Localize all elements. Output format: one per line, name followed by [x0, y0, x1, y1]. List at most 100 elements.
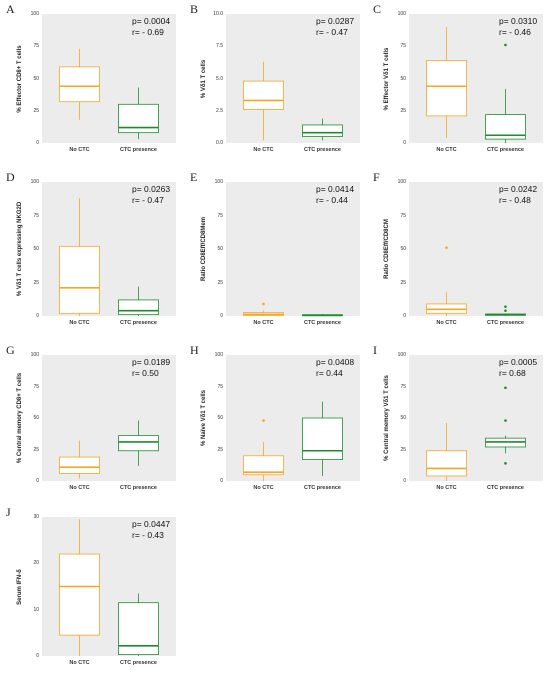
y-tick-label: 25: [217, 279, 223, 286]
y-tick-label: 0: [220, 478, 223, 484]
box-no-ctc: [59, 245, 100, 314]
y-tick-label: 25: [400, 446, 406, 453]
y-tick-label: 75: [400, 383, 406, 390]
y-tick-label: 100: [30, 179, 39, 185]
box-ctc-presence: [118, 299, 159, 316]
r-value: r= 0.50: [132, 367, 159, 378]
panel-letter: F: [373, 170, 380, 184]
stats-annotation: p= 0.0005 r= 0.68: [499, 357, 537, 378]
plot-area-e: [226, 182, 360, 317]
plot-area-f: [409, 182, 543, 316]
p-value: p= 0.0189: [132, 357, 171, 367]
r-value: r= 0.44: [316, 367, 343, 378]
x-tick-label: CTC presence: [119, 660, 157, 666]
outlier-point-no-ctc: [262, 302, 265, 306]
y-tick-label: 25: [400, 279, 406, 286]
p-value: p= 0.0408: [316, 357, 355, 367]
panel-letter: G: [6, 343, 15, 357]
plot-area-a: [42, 14, 176, 143]
x-tick-label: No CTC: [436, 147, 457, 153]
stats-annotation: p= 0.0310 r= - 0.46: [499, 16, 537, 37]
stats-annotation: p= 0.0263 r= - 0.47: [132, 184, 170, 205]
box-ctc-presence: [302, 124, 343, 137]
x-tick-label: CTC presence: [303, 485, 341, 491]
panel-letter: J: [6, 505, 11, 519]
y-tick-label: 25: [33, 107, 39, 114]
y-tick-label: 2.5: [216, 107, 223, 114]
y-tick-label: 100: [214, 179, 223, 185]
y-tick-label: 0: [403, 140, 406, 146]
y-axis-label: Serum IFN-δ: [17, 568, 23, 605]
x-tick-label: CTC presence: [119, 147, 157, 153]
box-no-ctc: [243, 455, 284, 476]
x-tick-label: No CTC: [253, 147, 274, 153]
plot-area-h: [226, 355, 360, 481]
outlier-point-ctc-presence: [504, 43, 507, 47]
x-tick-label: No CTC: [436, 320, 457, 326]
y-tick-label: 75: [400, 43, 406, 50]
y-tick-label: 100: [30, 352, 39, 358]
y-tick-label: 25: [33, 279, 39, 286]
x-tick-label: No CTC: [69, 660, 90, 666]
y-tick-label: 100: [397, 352, 406, 358]
y-tick-label: 75: [400, 212, 406, 219]
r-value: r= - 0.48: [499, 194, 531, 205]
plot-area-d: [42, 182, 176, 316]
outlier-point-ctc-presence: [504, 419, 507, 422]
y-tick-label: 100: [30, 11, 39, 17]
stats-annotation: p= 0.0408 r= 0.44: [316, 357, 354, 378]
r-value: r= - 0.47: [316, 26, 348, 37]
y-tick-label: 75: [33, 43, 39, 50]
box-ctc-presence: [118, 435, 159, 452]
p-value: p= 0.0263: [132, 184, 171, 194]
plot-area-j: [42, 517, 176, 656]
y-tick-label: 25: [217, 446, 223, 453]
panel-letter: A: [6, 2, 15, 16]
y-tick-label: 100: [397, 179, 406, 185]
x-tick-label: No CTC: [69, 320, 90, 326]
y-tick-label: 25: [400, 107, 406, 114]
y-tick-label: 75: [33, 383, 39, 390]
y-tick-label: 50: [33, 246, 39, 252]
box-no-ctc: [59, 456, 100, 474]
plot-background: [226, 14, 360, 143]
stats-annotation: p= 0.0447 r= - 0.43: [132, 519, 170, 540]
x-tick-label: CTC presence: [119, 320, 157, 326]
y-tick-label: 50: [217, 415, 223, 421]
y-tick-label: 0: [36, 478, 39, 484]
x-tick-label: No CTC: [436, 485, 457, 491]
y-tick-label: 100: [397, 11, 406, 17]
stats-annotation: p= 0.0004 r= - 0.69: [132, 16, 170, 37]
x-tick-label: CTC presence: [486, 147, 524, 153]
x-tick-label: No CTC: [253, 485, 274, 491]
x-tick-label: No CTC: [69, 147, 90, 153]
r-value: r= - 0.43: [132, 529, 164, 540]
box-no-ctc: [59, 66, 100, 103]
y-tick-label: 30: [33, 514, 39, 520]
x-tick-label: CTC presence: [119, 485, 157, 491]
plot-area-g: [42, 355, 176, 481]
outlier-point-ctc-presence: [504, 305, 507, 308]
stats-annotation: p= 0.0189 r= 0.50: [132, 357, 170, 378]
plot-background: [226, 182, 360, 316]
outlier-point-ctc-presence: [504, 386, 507, 390]
box-ctc-presence: [118, 602, 159, 656]
box-no-ctc: [59, 553, 100, 636]
y-tick-label: 0: [403, 478, 406, 484]
outlier-point-no-ctc: [262, 419, 265, 422]
y-tick-label: 100: [214, 352, 223, 358]
p-value: p= 0.0242: [499, 184, 538, 194]
p-value: p= 0.0005: [499, 357, 538, 367]
panel-letter: C: [373, 2, 382, 16]
panel-letter: B: [190, 2, 199, 16]
